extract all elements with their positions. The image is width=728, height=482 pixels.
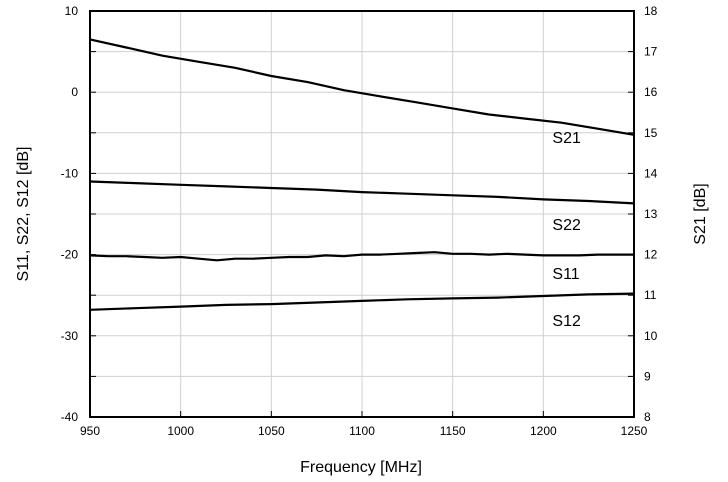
y-left-tick-label: -10 — [61, 166, 79, 180]
y-right-tick-label: 18 — [644, 4, 658, 18]
y-axis-right-title: S21 [dB] — [692, 183, 709, 244]
y-left-tick-label: -30 — [61, 329, 79, 343]
y-right-tick-label: 16 — [644, 85, 658, 99]
series-line-s12 — [89, 292, 635, 311]
x-tick-label: 1200 — [530, 424, 557, 438]
x-tick-label: 950 — [80, 424, 100, 438]
y-right-tick-label: 8 — [644, 410, 651, 424]
tick-labels: 950 1000 1050 1100 1150 1200 1250 10 0 -10 -20 -30 -… — [61, 4, 658, 438]
series-label-s21: S21 — [552, 130, 581, 147]
y-right-tick-label: 9 — [644, 369, 651, 383]
x-tick-label: 1100 — [349, 424, 375, 438]
series-label-s12: S12 — [552, 313, 581, 330]
y-left-tick-label: -20 — [61, 248, 79, 262]
y-right-tick-label: 13 — [644, 207, 658, 221]
x-tick-label: 1250 — [621, 424, 648, 438]
y-right-tick-label: 12 — [644, 248, 658, 262]
x-tick-label: 1000 — [167, 424, 194, 438]
y-right-tick-label: 15 — [644, 126, 658, 140]
y-left-tick-label: 0 — [71, 85, 78, 99]
y-left-tick-label: -40 — [61, 410, 79, 424]
series-line-s21 — [89, 38, 635, 136]
series-labels: S21 S22 S11 S12 — [552, 130, 581, 330]
series-label-s22: S22 — [552, 217, 581, 234]
x-tick-label: 1050 — [258, 424, 285, 438]
series-label-s11: S11 — [552, 266, 579, 283]
y-right-tick-label: 14 — [644, 166, 658, 180]
ticks — [89, 10, 635, 418]
series-layer — [89, 38, 635, 311]
y-right-tick-label: 10 — [644, 329, 658, 343]
y-left-tick-label: 10 — [65, 4, 79, 18]
series-line-s11 — [89, 251, 634, 262]
y-axis-left-title: S11, S22, S12 [dB] — [15, 147, 32, 282]
x-axis-title: Frequency [MHz] — [300, 459, 422, 476]
y-right-tick-label: 17 — [644, 45, 658, 59]
grid — [89, 11, 635, 417]
series-line-s22 — [89, 180, 635, 205]
y-right-tick-label: 11 — [644, 288, 657, 302]
x-tick-label: 1150 — [440, 424, 466, 438]
